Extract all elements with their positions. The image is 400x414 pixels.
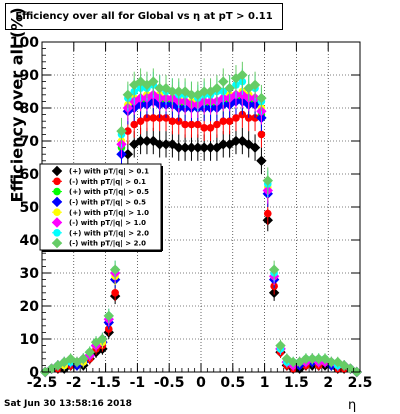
y-tick-label: 70 [20,134,40,150]
y-tick-label: 50 [20,200,40,216]
x-tick-label: -2.5 [27,375,58,391]
data-point [211,82,223,94]
data-point [257,130,266,139]
data-point [194,120,202,129]
data-point [136,117,145,125]
legend-entry-label: (+) with pT/|q| > 0.5 [69,188,149,197]
y-tick-label: 20 [20,299,40,315]
legend-entry-label: (-) with pT/|q| > 0.5 [69,199,146,208]
data-point [84,346,95,358]
data-point [218,76,229,87]
data-point [103,310,114,322]
legend-entry-label: (-) with pT/|q| > 0.1 [69,178,146,187]
data-point [249,142,261,153]
datestamp: Sat Jun 30 13:58:16 2018 [4,399,132,409]
data-point [168,117,177,125]
legend-entry-label: (+) with pT/|q| > 0.1 [69,168,149,177]
legend-entry-label: (-) with pT/|q| > 2.0 [69,240,146,249]
data-point [181,120,189,129]
data-point [149,114,158,122]
legend: (+) with pT/|q| > 0.1(-) with pT/|q| > 0… [39,163,163,252]
x-tick-label: 2.5 [348,375,373,391]
chart-title: Efficiency over all for Global vs η at p… [15,11,273,22]
data-point [111,289,119,297]
x-tick-label: 1.5 [284,375,309,391]
x-tick-label: 2 [323,375,333,391]
data-point [124,127,132,135]
series-7 [39,61,363,378]
data-point [262,175,273,186]
legend-entry-label: (+) with pT/|q| > 2.0 [69,229,149,238]
x-tick-label: 0.5 [220,375,245,391]
data-point [263,209,272,218]
y-tick-label: 10 [20,332,40,348]
data-point [268,264,280,275]
x-tick-label: 0 [196,375,206,391]
y-tick-label: 40 [20,233,40,249]
x-axis-label: η [348,398,357,413]
chart-title-box: Efficiency over all for Global vs η at p… [5,3,283,30]
data-point [206,124,215,132]
x-tick-label: -2 [66,375,82,391]
x-tick-label: -1 [130,375,146,391]
data-point [249,79,261,91]
data-point [256,92,267,104]
data-point [109,264,121,275]
axis-ticks: -2.5 -2 -1.5 -1 -0.5 0 0.5 1 1.5 2 2.5 0 10 20 30 40 50 6… [10,35,373,391]
data-points [39,61,363,378]
data-point [78,353,89,365]
data-point [232,114,240,122]
legend-entry-label: (-) with pT/|q| > 1.0 [69,219,146,228]
y-tick-label: 100 [10,35,39,51]
y-tick-label: 90 [20,68,40,84]
data-point [97,333,108,345]
y-tick-label: 80 [20,101,40,117]
y-tick-label: 0 [29,365,39,381]
data-point [213,120,221,129]
y-tick-label: 30 [20,266,40,282]
legend-entry-label: (+) with pT/|q| > 1.0 [69,209,149,218]
data-point [130,120,139,129]
x-tick-label: 1 [260,375,270,391]
data-point [256,155,267,167]
data-point [148,76,159,87]
data-point [187,120,196,129]
data-point [200,124,208,132]
data-point [225,117,234,125]
data-point [219,117,228,125]
data-point [237,69,248,81]
x-tick-label: -1.5 [90,375,121,391]
y-axis-label: Efficiency over all (%) [7,7,27,203]
data-point [275,340,286,351]
x-tick-label: -0.5 [154,375,185,391]
data-point [122,89,134,101]
y-tick-label: 60 [20,167,40,183]
data-point [224,82,235,94]
data-point [116,125,127,137]
